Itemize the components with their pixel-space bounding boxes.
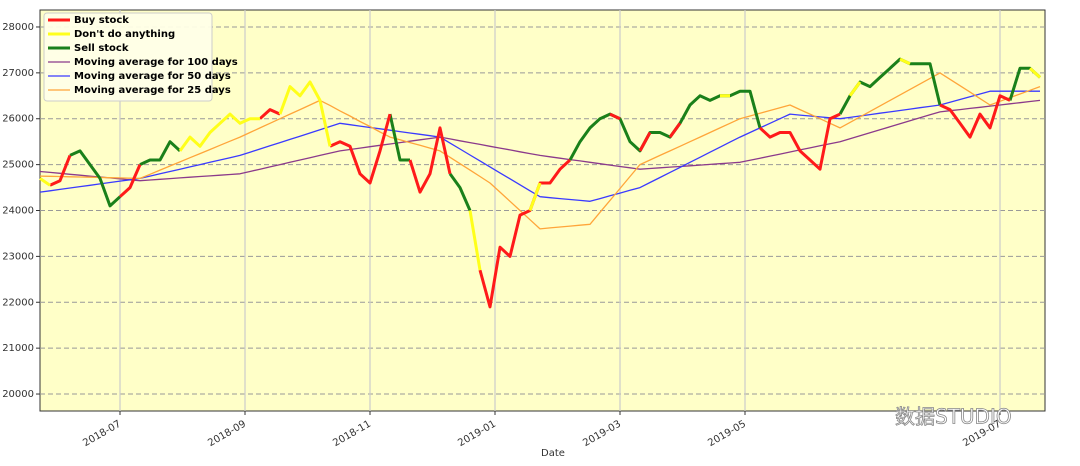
y-tick-label: 23000 [2,251,34,262]
legend-label: Sell stock [74,43,129,54]
series-line [49,94,1011,309]
y-tick-label: 21000 [2,343,34,354]
legend-label: Buy stock [74,15,129,26]
x-tick-label: 2018-07 [81,419,123,449]
y-tick-label: 20000 [2,389,34,400]
y-tick-label: 26000 [2,114,34,125]
x-tick-label: 2018-11 [331,419,373,449]
x-tick-label: 2018-09 [206,419,248,449]
legend-label: Moving average for 25 days [74,85,231,96]
y-tick-label: 24000 [2,206,34,217]
legend-label: Moving average for 100 days [74,57,238,68]
x-tick-label: 2019-03 [581,419,623,449]
x-tick-label: 2019-01 [456,419,498,449]
y-tick-label: 28000 [2,22,34,33]
series-line [39,90,1040,202]
series-line [39,99,1041,182]
series-line [69,57,1042,212]
y-tick-label: 25000 [2,160,34,171]
legend-label: Moving average for 50 days [74,71,231,82]
x-tick-label: 2019-05 [706,419,748,449]
legend-label: Don't do anything [74,29,175,40]
y-tick-label: 27000 [2,68,34,79]
series-line [39,72,1041,230]
series-line [39,57,1042,271]
legend-box [43,12,213,102]
y-tick-label: 22000 [2,297,34,308]
watermark: 数据STUDIO [895,405,1012,429]
x-axis-label: Date [541,448,565,459]
